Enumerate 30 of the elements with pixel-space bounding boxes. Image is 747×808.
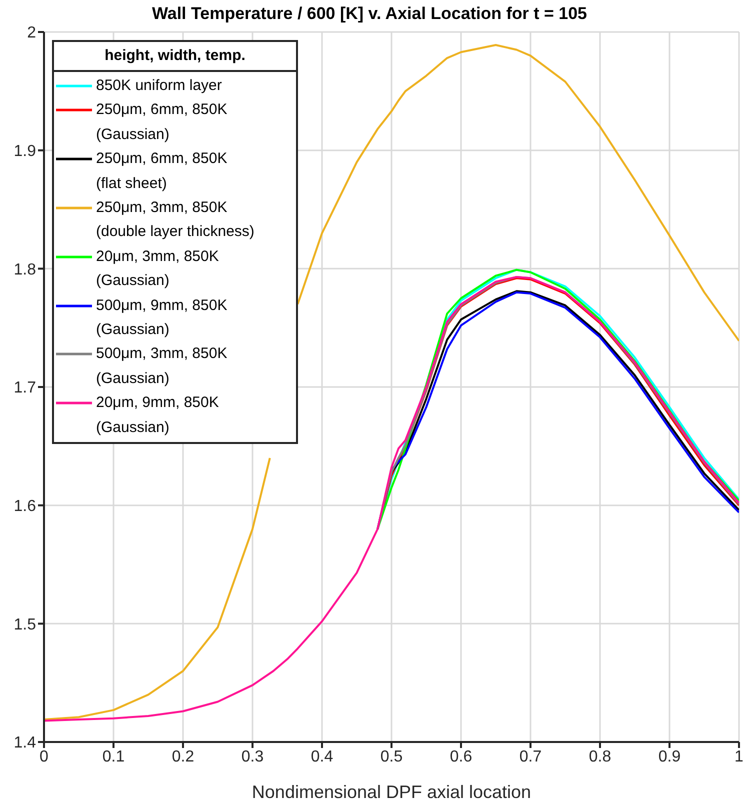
legend-label: 250μm, 6mm, 850K (flat sheet)	[96, 149, 228, 194]
y-tick-label: 1.7	[14, 380, 36, 397]
x-axis-title: Nondimensional DPF axial location	[252, 782, 532, 802]
y-tick-label: 2	[27, 24, 36, 42]
legend-label: 850K uniform layer	[96, 76, 223, 96]
x-tick-label: 0.1	[102, 748, 125, 766]
x-tick-label: 0.6	[450, 748, 472, 766]
legend-label: 20μm, 9mm, 850K (Gaussian)	[96, 393, 220, 438]
x-tick-label: 0.8	[588, 748, 612, 766]
x-tick-label: 0	[40, 748, 49, 766]
x-tick-label: 1	[734, 748, 744, 766]
y-tick-label: 1.4	[14, 734, 36, 752]
x-tick-label: 0.9	[658, 748, 681, 766]
legend-label: 500μm, 9mm, 850K (Gaussian)	[96, 296, 228, 340]
line-series	[44, 276, 739, 722]
y-tick-label: 1.5	[14, 616, 36, 634]
x-tick-label: 0.3	[241, 748, 264, 766]
chart-title: Wall Temperature / 600 [K] v. Axial Location for t = 105	[150, 4, 588, 24]
y-tick-label: 1.9	[14, 143, 36, 160]
legend-title: height, width, temp.	[104, 46, 246, 66]
x-tick-label: 0.7	[519, 748, 542, 766]
x-tick-label: 0.5	[380, 748, 403, 766]
legend-label: 250μm, 3mm, 850K (double layer thickness)	[96, 198, 256, 242]
legend-label: 250μm, 6mm, 850K (Gaussian)	[96, 100, 228, 145]
x-tick-label: 0.4	[310, 748, 334, 766]
legend-label: 500μm, 3mm, 850K (Gaussian)	[96, 344, 228, 389]
legend-label: 20μm, 3mm, 850K (Gaussian)	[96, 246, 220, 292]
y-tick-label: 1.6	[14, 498, 36, 516]
y-tick-label: 1.8	[14, 261, 36, 278]
x-tick-label: 0.2	[172, 748, 194, 766]
